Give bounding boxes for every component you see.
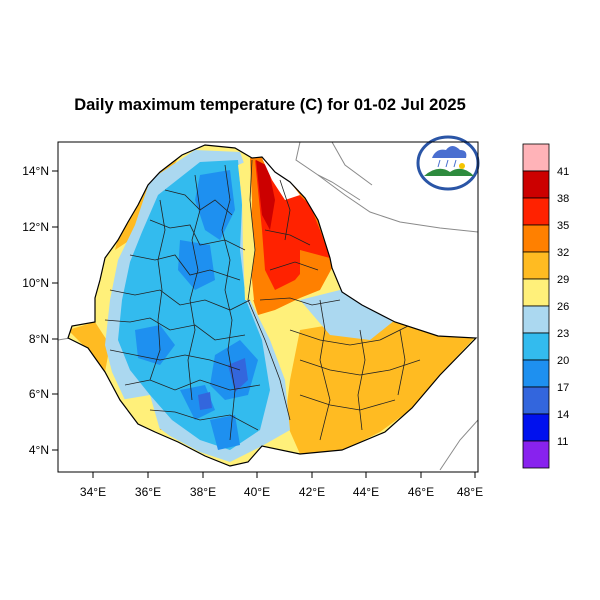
colorbar-label: 35 [557, 220, 569, 232]
colorbar-swatch [522, 332, 550, 361]
colorbar-swatch [522, 413, 550, 442]
x-tick-label: 42°E [299, 485, 325, 499]
y-tick-label: 4°N [29, 443, 49, 457]
admin-boundaries [104, 159, 421, 441]
ethiopia-border [67, 144, 478, 467]
plot-frame [57, 141, 479, 473]
colorbar-label: 20 [557, 355, 569, 367]
map-title: Daily maximum temperature (C) for 01-02 … [74, 96, 466, 114]
colorbar: 41 38 35 32 29 26 23 20 17 14 11 [522, 143, 569, 469]
x-tick-label: 36°E [135, 485, 161, 499]
y-axis-ticks [52, 170, 58, 451]
ethiopian-meteorology-institute-logo [416, 135, 480, 191]
colorbar-label: 14 [557, 409, 569, 421]
colorbar-swatch [522, 305, 550, 334]
x-tick-label: 34°E [80, 485, 106, 499]
x-tick-label: 48°E [457, 485, 483, 499]
x-tick-label: 44°E [353, 485, 379, 499]
colorbar-swatch [522, 143, 550, 172]
colorbar-label: 41 [557, 166, 569, 178]
colorbar-swatch [522, 359, 550, 388]
y-tick-label: 14°N [22, 164, 49, 178]
y-tick-label: 12°N [22, 220, 49, 234]
colorbar-swatch [522, 224, 550, 253]
colorbar-swatch [522, 278, 550, 307]
x-axis-ticks [92, 472, 476, 478]
colorbar-label: 23 [557, 328, 569, 340]
neighbour-borders [58, 142, 478, 471]
x-tick-label: 38°E [190, 485, 216, 499]
x-tick-label: 40°E [244, 485, 270, 499]
colorbar-label: 11 [557, 436, 568, 448]
y-tick-label: 10°N [22, 276, 49, 290]
colorbar-label: 26 [557, 301, 569, 313]
colorbar-swatch [522, 170, 550, 199]
colorbar-label: 32 [557, 247, 569, 259]
y-tick-label: 6°N [29, 387, 49, 401]
colorbar-label: 17 [557, 382, 569, 394]
x-tick-label: 46°E [408, 485, 434, 499]
colorbar-swatch [522, 197, 550, 226]
colorbar-swatch [522, 386, 550, 415]
colorbar-label: 38 [557, 193, 569, 205]
colorbar-swatch [522, 251, 550, 280]
colorbar-swatch [522, 440, 550, 469]
y-tick-label: 8°N [29, 332, 49, 346]
colorbar-label: 29 [557, 274, 569, 286]
